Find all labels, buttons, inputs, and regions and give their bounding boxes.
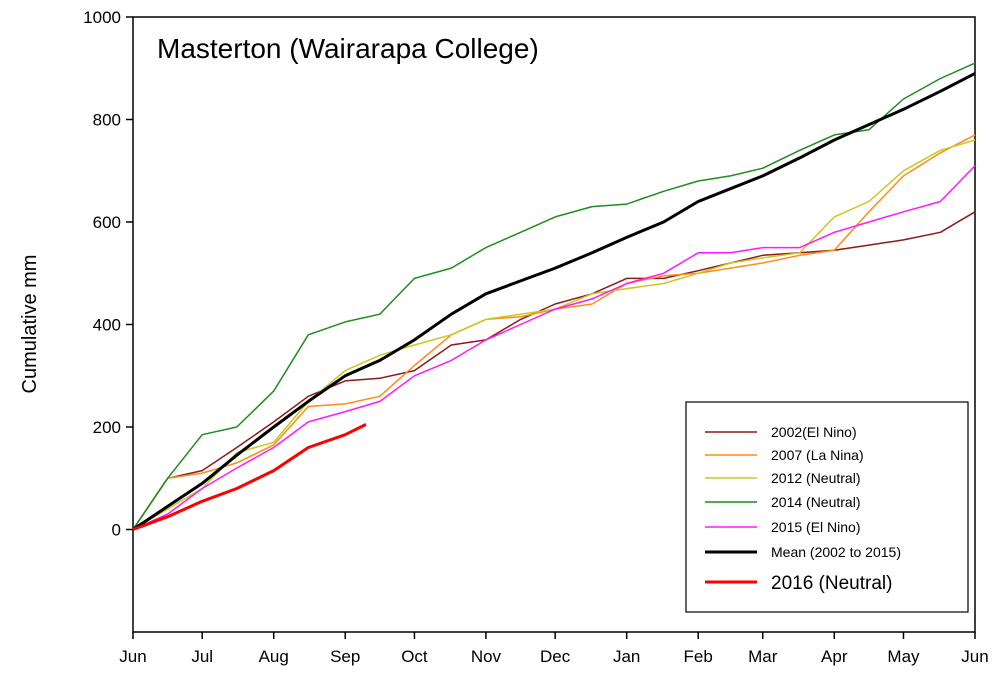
x-tick-label: Jun xyxy=(961,647,988,666)
x-tick-label: Mar xyxy=(748,647,778,666)
x-tick-label: Dec xyxy=(540,647,571,666)
legend-label: 2007 (La Nina) xyxy=(771,447,864,463)
x-tick-label: Jul xyxy=(191,647,213,666)
y-axis-label: Cumulative mm xyxy=(19,255,41,394)
x-tick-label: Aug xyxy=(259,647,289,666)
x-tick-label: Feb xyxy=(684,647,713,666)
legend-box xyxy=(685,401,969,613)
legend-label: 2014 (Neutral) xyxy=(771,494,861,510)
x-tick-label: Jan xyxy=(613,647,640,666)
x-tick-label: Nov xyxy=(471,647,502,666)
legend-label: Mean (2002 to 2015) xyxy=(771,544,901,560)
x-tick-label: Sep xyxy=(330,647,360,666)
y-tick-label: 200 xyxy=(93,418,121,437)
x-tick-label: Apr xyxy=(821,647,848,666)
chart-title: Masterton (Wairarapa College) xyxy=(157,33,539,64)
x-tick-label: Jun xyxy=(119,647,146,666)
y-tick-label: 1000 xyxy=(83,8,121,27)
x-tick-label: May xyxy=(887,647,920,666)
series-line xyxy=(132,165,976,531)
legend-label: 2002(El Nino) xyxy=(771,424,857,440)
y-tick-label: 400 xyxy=(93,316,121,335)
y-tick-label: 800 xyxy=(93,111,121,130)
legend-label: 2016 (Neutral) xyxy=(771,573,892,594)
y-tick-label: 600 xyxy=(93,213,121,232)
series-line xyxy=(132,62,976,530)
legend-label: 2012 (Neutral) xyxy=(771,470,861,486)
x-tick-label: Oct xyxy=(401,647,428,666)
legend-label: 2015 (El Nino) xyxy=(771,519,861,535)
y-tick-label: 0 xyxy=(112,521,121,540)
series-line xyxy=(132,72,976,531)
series-line xyxy=(132,423,367,531)
